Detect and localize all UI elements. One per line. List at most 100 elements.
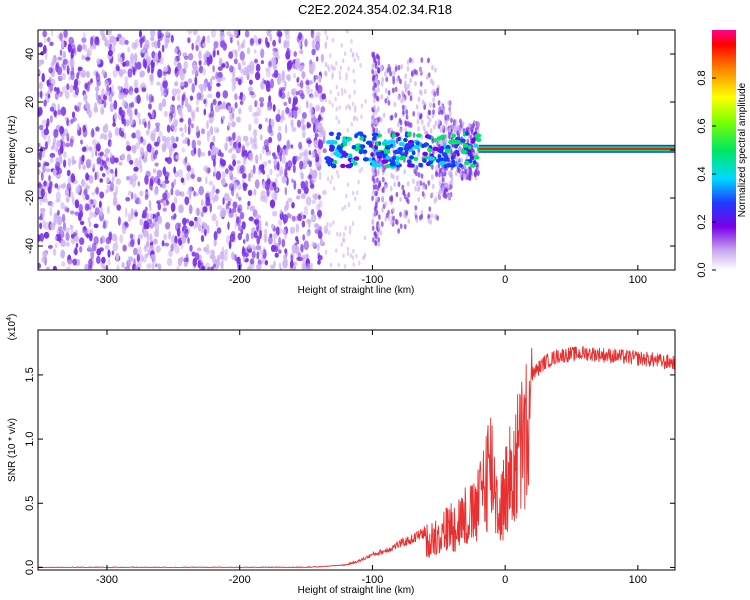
spectrogram-band-cell [389,139,396,145]
spectrogram-cell [61,72,66,81]
spectrogram-cell [246,47,251,55]
spectrogram-cell [466,174,470,181]
spectrogram-cell [259,250,265,255]
spectrogram-cell [212,184,216,194]
spectrogram-cell [419,180,423,186]
spectrogram-cell [114,167,118,178]
spectrogram-cell [345,72,348,78]
spectrogram-cell [438,167,442,174]
spectrogram-cell [342,58,345,64]
spectrogram-cell [131,132,137,139]
spectrogram-cell [187,37,191,44]
spectrogram-cell [88,146,93,152]
spectrogram-cell [278,249,282,254]
spectrogram-cell [100,151,104,156]
spectrogram-band-cell [389,162,397,167]
spectrogram-cell [252,164,256,174]
spectrogram-cell [375,196,378,203]
spectrogram-band-cell [422,151,428,157]
spectrogram-cell [444,187,447,194]
spectrogram-cell [269,199,276,208]
spectrogram-cell [314,228,320,234]
spectrogram-band-cell [439,160,446,166]
snr-x-tick-label: -300 [96,574,118,586]
spectrogram-cell [311,241,317,248]
spectrogram-cell [276,76,282,85]
spectrogram-cell [48,67,53,74]
spectrogram-band-cell [413,144,420,150]
spectrogram-cell [117,85,122,91]
spectrogram-cell [99,191,105,199]
spectrogram-cell [200,86,203,94]
spectrogram-cell [159,33,164,38]
spectrogram-cell [111,177,115,182]
spectrogram-cell [183,60,188,70]
spectrogram-cell [392,207,395,213]
spectrogram-cell [441,172,444,178]
spectrogram-cell [343,204,347,210]
spectrogram-band-cell [473,143,479,148]
spectrogram-cell [119,234,124,244]
spectrogram-cell [57,109,62,116]
spectrogram-cell [212,197,216,203]
spectrogram-cell [69,210,75,215]
spectrogram-cell [231,121,236,128]
spectrogram-cell [56,139,61,148]
spectrogram-cell [382,112,386,119]
spectrogram-cell [213,158,216,167]
spectrogram-cell [434,213,437,220]
spectrogram-cell [429,128,433,134]
spectrogram-cell [429,219,433,225]
spectrogram-cell [74,211,80,216]
spectrogram-cell [338,105,341,110]
spectrogram-cell [340,242,343,247]
spectrogram-cell [231,153,237,161]
spectrogram-band-cell [332,159,338,165]
spectrogram-cell [143,229,149,238]
spectrogram-cell [174,189,181,197]
spectrogram-cell [179,118,184,123]
spectrogram-cell [378,180,382,186]
spectrogram-band-cell [465,131,469,136]
spectrogram-cell [423,88,427,95]
spectrogram-cell [113,112,118,120]
spectrogram-cell [315,104,321,112]
spectrogram-cell [142,209,147,219]
spectrogram-cell [164,242,170,247]
spectrogram-cell [476,170,480,177]
spectrogram-cell [371,122,374,128]
carrier-line [478,147,675,150]
spectrogram-cell [384,183,388,190]
spectrogram-cell [56,216,63,226]
spectrogram-cell [438,189,442,196]
spectrogram-cell [148,93,153,104]
spectrogram-cell [107,129,112,140]
spectrogram-cell [272,152,276,157]
spectrogram-band-cell [358,149,364,155]
spectrogram-cell [422,184,426,191]
spectrogram-cell [247,200,251,207]
spectrogram-cell [297,188,302,195]
spectrogram-cell [247,248,252,254]
spectrogram-band-cell [408,142,415,148]
spectrogram-cell [95,90,99,101]
spectrogram-cell [300,172,305,180]
spectrogram-cell [230,37,233,44]
spectrogram-cell [180,132,185,138]
spectrogram-cell [256,251,260,260]
spectrogram-cell [184,156,188,164]
spectrogram-cell [54,243,58,249]
spectrogram-cell [101,173,106,177]
spectrogram-cell [322,189,327,195]
spectrogram-cell [353,57,356,63]
spectrogram-cell [371,175,375,182]
spectrogram-cell [268,124,273,134]
spectrogram-cell [300,181,306,191]
spectrogram-cell [264,260,268,266]
spectrogram-cell [122,99,127,108]
spectrogram-band-cell [330,140,337,145]
spectrogram-cell [352,262,355,267]
spectrogram-cell [176,265,180,270]
spectrogram-cell [236,256,241,265]
spectrogram-cell [111,233,117,242]
